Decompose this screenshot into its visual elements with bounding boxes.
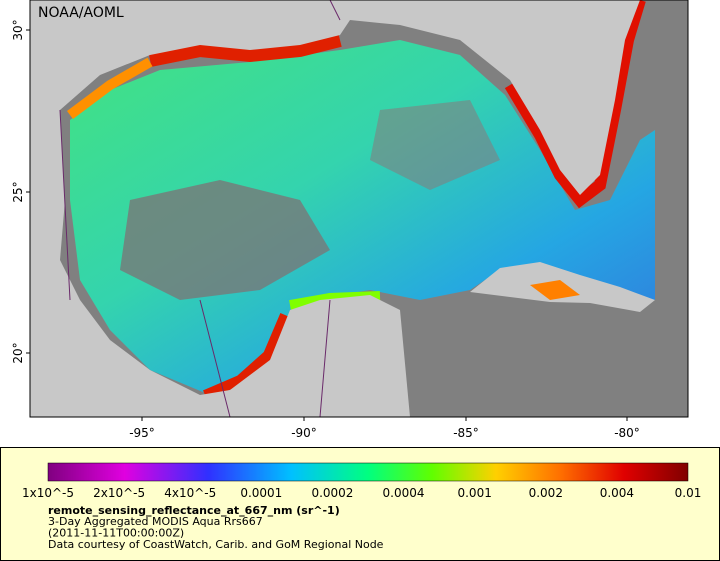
lon-labels: -95° -90° -85° -80°: [129, 417, 640, 440]
no-data-strip: [655, 0, 688, 417]
lat-label: 30°: [11, 19, 25, 40]
colorbar-labels: 1x10^-5 2x10^-5 4x10^-5 0.0001 0.0002 0.0004 0…: [22, 486, 701, 500]
colorbar-label: 0.0002: [311, 486, 353, 500]
credit-bg: [36, 2, 132, 22]
colorbar: [47, 462, 689, 482]
legend-lines: 3-Day Aggregated MODIS Aqua Rrs667(2011-…: [48, 515, 384, 551]
colorbar-label: 1x10^-5: [22, 486, 74, 500]
lat-label: 25°: [11, 181, 25, 202]
lon-label: -90°: [291, 426, 317, 440]
lat-label: 20°: [11, 342, 25, 363]
no-data-patch: [370, 100, 500, 190]
colorbar-title: remote_sensing_reflectance_at_667_nm (sr…: [48, 504, 340, 517]
colorbar-label: 0.004: [600, 486, 634, 500]
land: [30, 0, 640, 417]
legend-line: (2011-11-11T00:00:00Z): [48, 527, 184, 540]
legend-line: Data courtesy of CoastWatch, Carib. and …: [48, 538, 384, 551]
legend-line: 3-Day Aggregated MODIS Aqua Rrs667: [48, 515, 263, 528]
coastal-high: [530, 280, 580, 300]
credit: NOAA/AOML: [38, 5, 124, 21]
colorbar-label: 0.001: [457, 486, 491, 500]
lon-label: -85°: [453, 426, 479, 440]
colorbar-label: 0.0004: [383, 486, 425, 500]
colorbar-label: 0.0001: [240, 486, 282, 500]
lon-label: -95°: [129, 426, 155, 440]
lat-labels: 30° 25° 20°: [11, 19, 30, 364]
coastal-high: [504, 0, 646, 209]
reflectance-field: [70, 40, 655, 395]
coastal-high: [67, 57, 153, 119]
map-frame: [29, 0, 689, 418]
borders: [59, 0, 341, 417]
coastal-high: [148, 33, 342, 67]
colorbar-label: 0.01: [675, 486, 702, 500]
no-data-patch: [120, 180, 330, 300]
lon-label: -80°: [614, 426, 640, 440]
colorbar-label: 2x10^-5: [93, 486, 145, 500]
colorbar-label: 0.002: [529, 486, 563, 500]
colorbar-label: 4x10^-5: [164, 486, 216, 500]
map: [30, 0, 688, 417]
